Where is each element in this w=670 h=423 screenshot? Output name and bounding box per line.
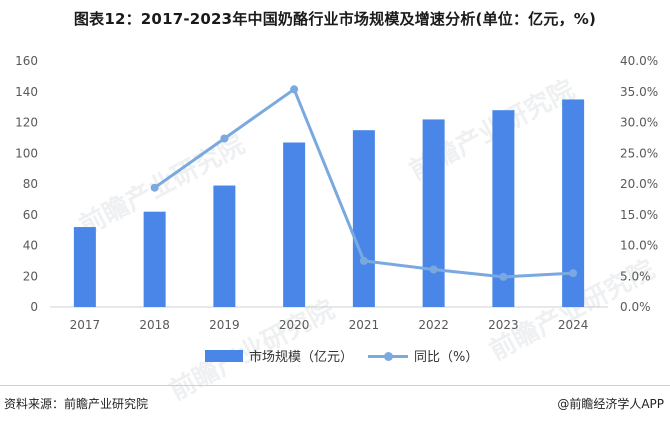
bar bbox=[352, 130, 375, 307]
legend-swatch-bar bbox=[205, 349, 243, 362]
line-point bbox=[429, 265, 438, 274]
y-tick-label: 0 bbox=[30, 300, 38, 314]
line-point bbox=[359, 256, 368, 265]
bar bbox=[143, 211, 166, 307]
y2-tick-label: 35.0% bbox=[620, 85, 658, 99]
bar bbox=[422, 119, 445, 307]
y2-tick-label: 20.0% bbox=[620, 177, 658, 191]
y-tick-label: 60 bbox=[23, 208, 38, 222]
y-tick-label: 160 bbox=[15, 54, 38, 68]
chart-area: 0 20 40 60 80 100 120 140 160 0.0% 5.0% 10.0% 15.0% 2… bbox=[0, 40, 670, 385]
legend-label-line: 同比（%） bbox=[414, 350, 479, 365]
line-point bbox=[569, 269, 578, 278]
bar bbox=[492, 110, 515, 307]
y-tick-label: 40 bbox=[23, 239, 38, 253]
bar bbox=[213, 185, 236, 307]
y2-tick-label: 10.0% bbox=[620, 239, 658, 253]
x-tick-label: 2022 bbox=[418, 318, 449, 332]
x-tick-label: 2024 bbox=[558, 318, 589, 332]
x-tick-label: 2023 bbox=[488, 318, 519, 332]
y2-tick-label: 15.0% bbox=[620, 208, 658, 222]
credit-note: @前瞻经济学人APP bbox=[557, 397, 664, 411]
line-point bbox=[220, 134, 229, 143]
legend-item-line[interactable]: 同比（%） bbox=[368, 346, 478, 365]
bar bbox=[283, 142, 306, 307]
x-tick-label: 2017 bbox=[70, 318, 101, 332]
y-tick-label: 120 bbox=[15, 116, 38, 130]
chart-title: 图表12：2017-2023年中国奶酪行业市场规模及增速分析(单位：亿元，%) bbox=[73, 10, 597, 28]
line-point bbox=[499, 272, 508, 281]
x-tick-label: 2018 bbox=[139, 318, 170, 332]
y2-tick-label: 0.0% bbox=[620, 300, 651, 314]
y2-tick-label: 5.0% bbox=[620, 269, 651, 283]
legend-item-bar[interactable]: 市场规模（亿元） bbox=[205, 346, 353, 365]
line-point bbox=[290, 85, 299, 94]
legend: 市场规模（亿元） 同比（%） bbox=[0, 346, 670, 368]
bar bbox=[73, 227, 96, 307]
x-tick-label: 2021 bbox=[349, 318, 380, 332]
bar bbox=[562, 99, 585, 307]
legend-label-bar: 市场规模（亿元） bbox=[249, 350, 354, 365]
y2-tick-label: 40.0% bbox=[620, 54, 658, 68]
x-tick-label: 2019 bbox=[209, 318, 240, 332]
y-tick-label: 140 bbox=[15, 85, 38, 99]
source-note: 资料来源：前瞻产业研究院 bbox=[4, 397, 149, 411]
x-tick-label: 2020 bbox=[279, 318, 310, 332]
legend-swatch-line bbox=[368, 350, 408, 362]
y-tick-label: 100 bbox=[15, 146, 38, 160]
y-tick-label: 20 bbox=[23, 269, 38, 283]
line-point bbox=[150, 183, 159, 192]
footer-divider bbox=[0, 385, 670, 386]
chart-svg: 0 20 40 60 80 100 120 140 160 0.0% 5.0% 10.0% 15.0% 2… bbox=[15, 54, 658, 332]
y-tick-label: 80 bbox=[23, 177, 38, 191]
y2-tick-label: 30.0% bbox=[620, 116, 658, 130]
y2-tick-label: 25.0% bbox=[620, 146, 658, 160]
